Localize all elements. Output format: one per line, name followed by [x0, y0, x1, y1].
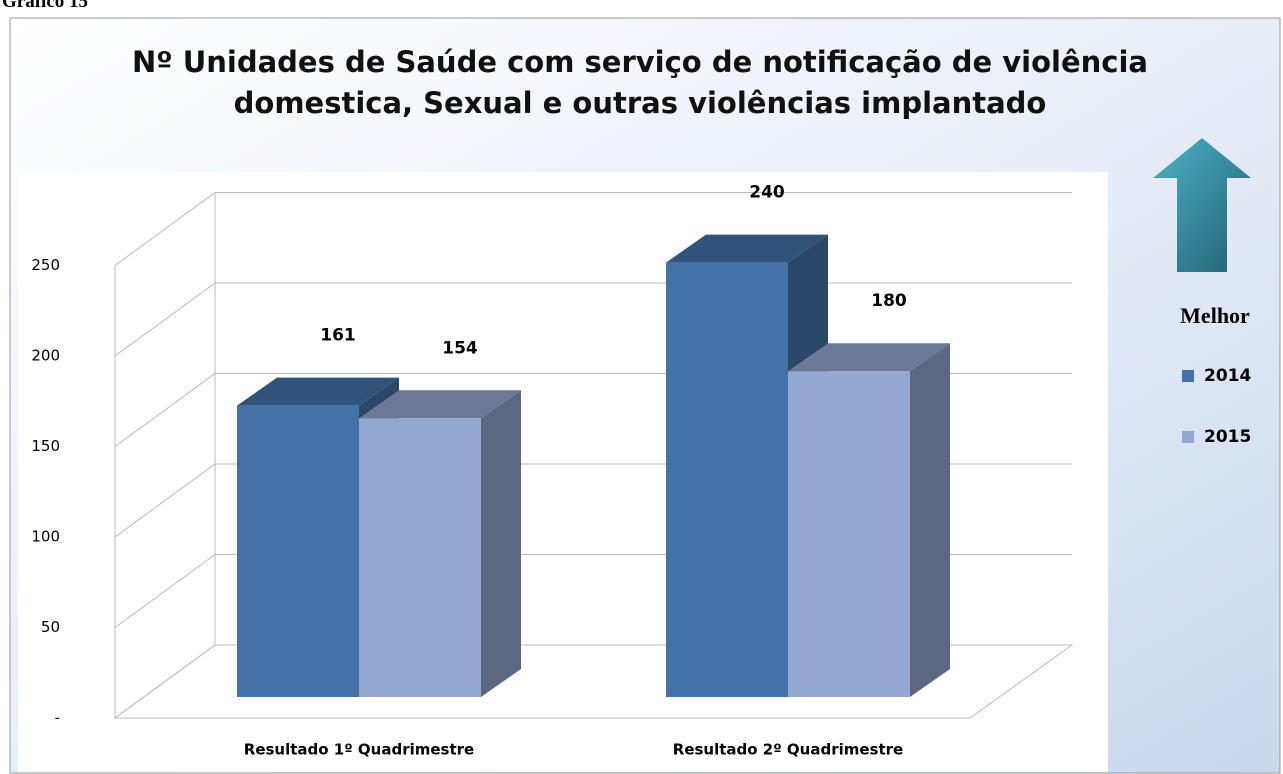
value-label: 180 [871, 291, 907, 311]
bar-top [666, 234, 828, 263]
bar-front [666, 262, 788, 697]
y-tick-label: 200 [31, 347, 60, 365]
bar-top [788, 343, 950, 372]
legend-swatch [1182, 431, 1194, 443]
chart-title: Nº Unidades de Saúde com serviço de noti… [131, 45, 1148, 120]
caption: Gráfico 15 [2, 0, 89, 12]
bar-front [788, 371, 910, 697]
legend-label: 2015 [1204, 427, 1251, 447]
y-tick-label: - [55, 709, 60, 727]
grid-line [114, 644, 216, 719]
bar-side [481, 390, 521, 697]
x-tick-label: Resultado 2º Quadrimestre [673, 741, 903, 759]
grid-line [114, 554, 216, 628]
value-label: 154 [442, 338, 478, 358]
y-tick-label: 150 [31, 437, 60, 455]
y-tick-label: 250 [31, 256, 60, 274]
y-tick-label: 50 [41, 618, 60, 636]
annotation: Melhor [1180, 303, 1250, 328]
bar-front [359, 418, 481, 697]
grid-line [114, 463, 216, 538]
bar-side [910, 343, 950, 697]
bar-top [237, 377, 399, 406]
bar [788, 343, 950, 697]
legend-label: 2014 [1204, 366, 1251, 386]
value-label: 240 [749, 183, 785, 203]
plot: - 50 100 150 200 250 Resultado 1º Quadrimestre… [31, 183, 1251, 759]
y-tick-label: 100 [31, 528, 60, 546]
arrow [1153, 138, 1251, 272]
bar-top [359, 390, 521, 419]
grid-line [114, 282, 216, 357]
x-tick-label: Resultado 1º Quadrimestre [244, 741, 474, 759]
bar [359, 390, 521, 697]
bar-front [237, 405, 359, 697]
grid-line [114, 373, 216, 447]
value-label: 161 [320, 326, 356, 346]
legend-swatch [1182, 370, 1194, 382]
grid-line [114, 192, 216, 266]
